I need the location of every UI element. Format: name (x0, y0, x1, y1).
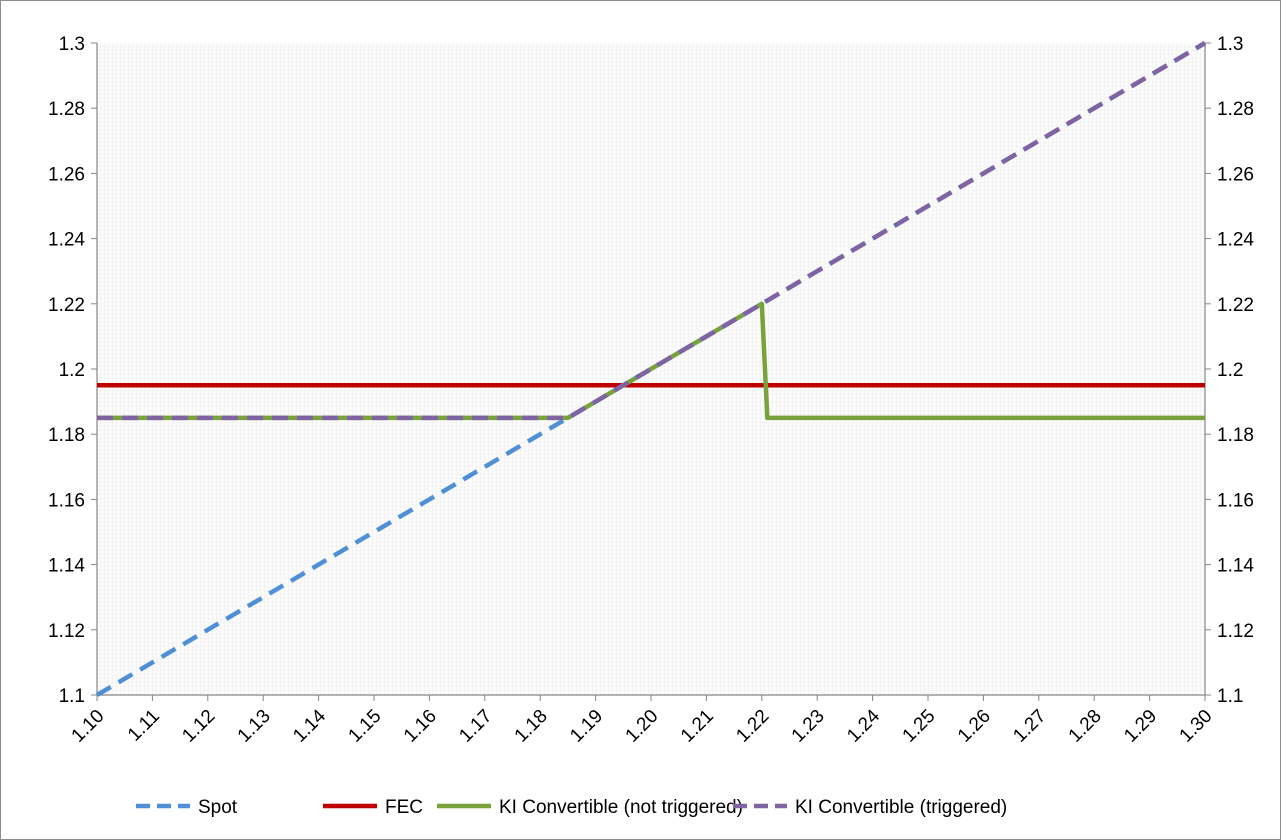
x-tick-label: 1.28 (1065, 706, 1106, 747)
legend-label: Spot (198, 797, 238, 818)
legend: Spot FEC KI Convertible (not triggered) KI … (136, 797, 1007, 818)
y-tick-left-label: 1.1 (59, 686, 85, 707)
x-tick-label: 1.11 (124, 706, 164, 746)
x-tick-label: 1.20 (622, 706, 663, 747)
y-tick-right-label: 1.1 (1217, 686, 1243, 707)
x-tick-label: 1.25 (899, 706, 940, 747)
y-tick-left-label: 1.16 (48, 490, 85, 511)
y-tick-right-label: 1.14 (1217, 556, 1254, 577)
legend-label: FEC (385, 797, 423, 818)
x-tick-label: 1.14 (289, 705, 330, 746)
y-tick-left-label: 1.22 (48, 295, 85, 316)
legend-label: KI Convertible (triggered) (795, 797, 1007, 818)
x-tick-label: 1.17 (455, 706, 496, 747)
y-tick-left-label: 1.18 (48, 425, 85, 446)
x-tick-label: 1.18 (511, 706, 552, 747)
y-tick-right-label: 1.12 (1217, 621, 1254, 642)
series-line-spot (95, 41, 1207, 697)
x-tick-label: 1.19 (566, 706, 607, 747)
y-tick-left-label: 1.26 (48, 164, 85, 185)
x-axis: 1.10 1.11 1.12 1.13 1.14 1.15 1.16 1.17 1.18 1.19… (68, 695, 1217, 747)
x-tick-label: 1.13 (234, 706, 275, 747)
x-tick-label: 1.23 (788, 706, 829, 747)
series-line-ki-convertible-triggered (97, 41, 1207, 421)
x-tick-label: 1.15 (345, 706, 386, 747)
y-tick-left-label: 1.28 (48, 99, 85, 120)
x-tick-label: 1.12 (178, 706, 219, 747)
x-tick-label: 1.29 (1120, 706, 1161, 747)
y-tick-left-label: 1.12 (48, 621, 85, 642)
y-tick-left-label: 1.24 (48, 230, 85, 251)
y-axis-right: 1.1 1.12 1.14 1.16 1.18 1.2 1.22 1.24 1.26 1.28 1.… (1205, 34, 1254, 707)
series-layer (95, 41, 1207, 697)
y-tick-left-label: 1.2 (59, 360, 85, 381)
y-axis-left: 1.1 1.12 1.14 1.16 1.18 1.2 1.22 1.24 1.26 1.28 1.… (48, 34, 97, 707)
y-tick-right-label: 1.16 (1217, 490, 1254, 511)
y-tick-right-label: 1.2 (1217, 360, 1243, 381)
y-tick-left-label: 1.14 (48, 556, 85, 577)
y-tick-right-label: 1.3 (1217, 34, 1243, 55)
x-tick-label: 1.24 (843, 705, 884, 746)
x-tick-label: 1.26 (954, 706, 995, 747)
x-tick-label: 1.10 (68, 706, 109, 747)
y-tick-right-label: 1.26 (1217, 164, 1254, 185)
y-tick-right-label: 1.18 (1217, 425, 1254, 446)
x-tick-label: 1.30 (1176, 706, 1217, 747)
x-tick-label: 1.16 (400, 706, 441, 747)
x-tick-label: 1.22 (732, 706, 773, 747)
y-tick-right-label: 1.28 (1217, 99, 1254, 120)
x-tick-label: 1.27 (1009, 706, 1050, 747)
y-tick-left-label: 1.3 (59, 34, 85, 55)
y-tick-right-label: 1.22 (1217, 295, 1254, 316)
legend-label: KI Convertible (not triggered) (499, 797, 743, 818)
y-tick-right-label: 1.24 (1217, 230, 1254, 251)
x-tick-label: 1.21 (677, 706, 718, 747)
